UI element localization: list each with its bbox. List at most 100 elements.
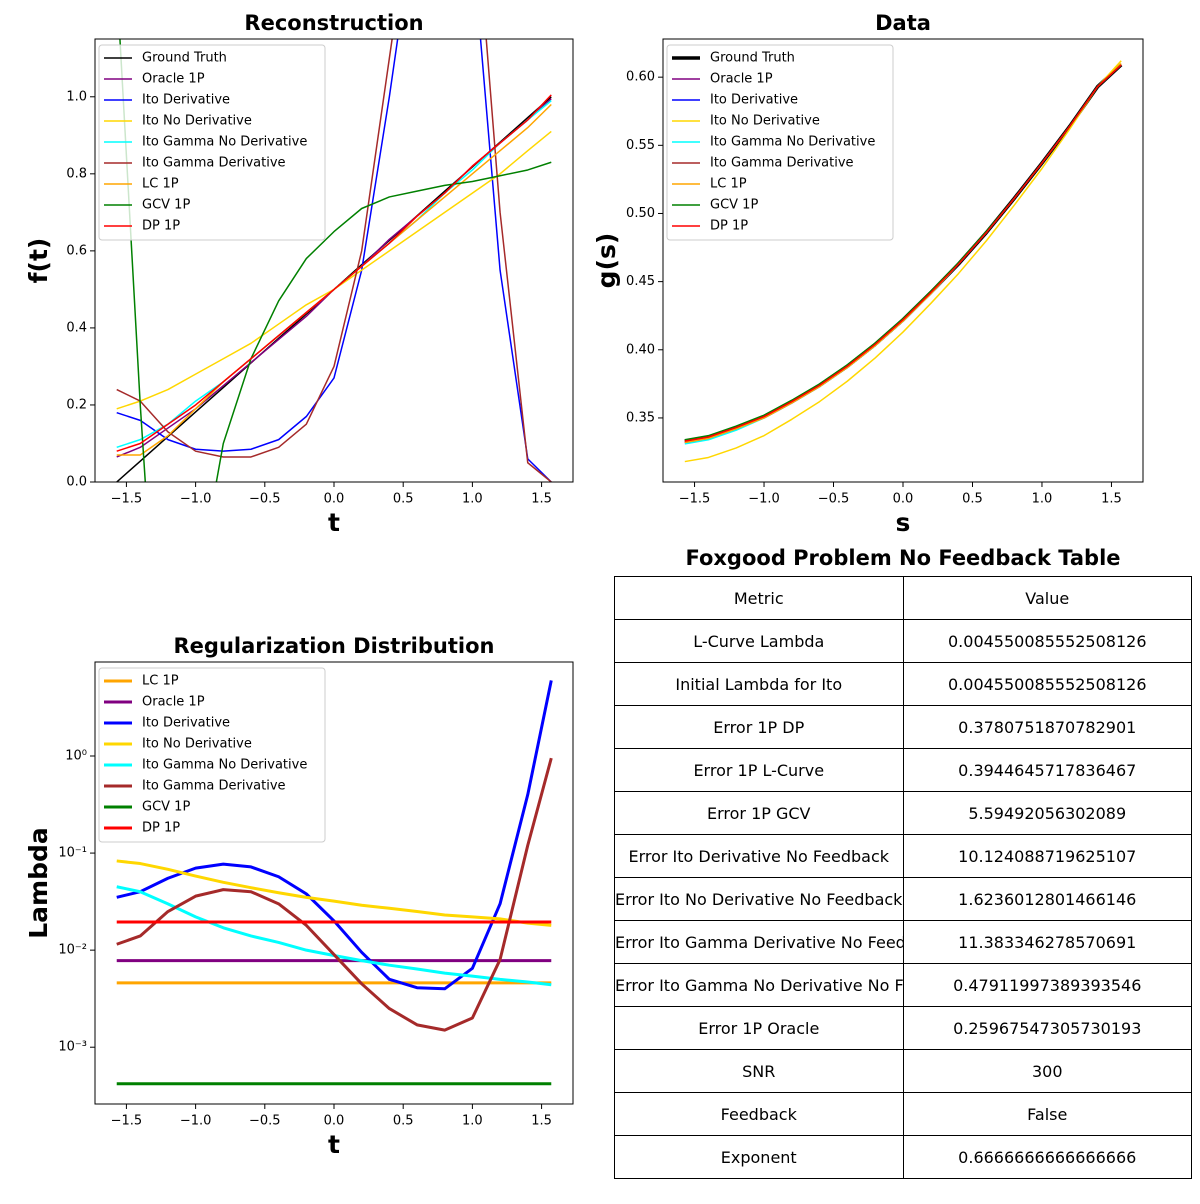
y-tick-label: 0.8 [66,166,87,181]
legend-label: Ito Gamma Derivative [142,779,286,794]
legend-label: Ito Derivative [710,93,798,108]
x-tick-label: 1.5 [1101,492,1122,507]
table-row: Exponent 0.6666666666666666 [614,1135,1192,1179]
series-line [116,39,552,482]
y-tick-label: 0.45 [626,274,655,289]
table-cell: L-Curve Lambda [614,619,904,663]
x-tick-label: 1.5 [531,1114,552,1129]
legend-box [98,44,326,241]
table: Metric Value L-Curve Lambda 0.0045500855525… [614,576,1192,1179]
table-title: Foxgood Problem No Feedback Table [685,546,1121,570]
legend-label: LC 1P [142,674,179,689]
legend-label: GCV 1P [710,198,758,213]
table-cell: Error 1P Oracle [614,1006,904,1050]
plot-area [684,60,1123,463]
table-row: Error 1P GCV 5.59492056302089 [614,791,1192,835]
table-cell: Metric [614,576,904,620]
y-tick-label: 0.0 [66,475,87,490]
table-cell: 0.004550085552508126 [902,662,1192,706]
legend-label: DP 1P [142,219,180,234]
table-cell: 5.59492056302089 [902,791,1192,835]
table-cell: 11.383346278570691 [902,920,1192,964]
y-axis-label: Lambda [24,827,53,939]
x-tick-label: −1.0 [180,492,212,507]
x-tick-label: −1.5 [111,1114,143,1129]
legend-box [98,667,326,843]
table-cell: Feedback [614,1092,904,1136]
axes-frame [662,38,1144,483]
table-cell: Initial Lambda for Ito [614,662,904,706]
x-tick-label: 0.0 [324,492,345,507]
plot-area [116,680,553,1086]
table-row: Error 1P L-Curve 0.3944645717836467 [614,748,1192,792]
series-line [684,64,1122,442]
legend-label: GCV 1P [142,800,190,815]
table-row: Metric Value [614,576,1192,620]
table-cell: 0.3944645717836467 [902,748,1192,792]
series-line [116,39,552,482]
series-line [116,859,552,927]
table-cell: 0.25967547305730193 [902,1006,1192,1050]
y-tick-label: 0.35 [626,410,655,425]
table-cell: 0.004550085552508126 [902,619,1192,663]
legend-label: Oracle 1P [142,72,205,87]
table-cell: Error 1P GCV [614,791,904,835]
table-cell: 0.6666666666666666 [902,1135,1192,1179]
x-tick-label: −1.5 [679,492,711,507]
table-row: Error 1P Oracle 0.25967547305730193 [614,1006,1192,1050]
x-tick-label: 0.5 [962,492,983,507]
y-tick-label: 0.6 [66,243,87,258]
table-cell: 0.47911997389393546 [902,963,1192,1007]
y-tick-label: 0.50 [626,206,655,221]
x-tick-label: −1.5 [111,492,143,507]
legend-label: LC 1P [142,177,179,192]
chart-title: Reconstruction [244,11,423,35]
y-tick-label: 0.60 [626,70,655,85]
x-axis-label: t [328,1130,340,1159]
x-tick-label: −0.5 [249,1114,281,1129]
y-tick-label: 10⁰ [65,749,87,764]
table-row: Error Ito Gamma No Derivative No Feedbac… [614,963,1192,1007]
legend-label: Ito No Derivative [710,114,820,129]
chart-title: Regularization Distribution [174,634,495,658]
x-tick-label: −0.5 [818,492,850,507]
table-row: Error Ito Gamma Derivative No Feedback11… [614,920,1192,964]
legend-label: Oracle 1P [142,695,205,710]
table-cell: False [902,1092,1192,1136]
table-cell: Value [902,576,1192,620]
table-cell: Error Ito Gamma No Derivative No Feedbac… [614,963,904,1007]
legend-label: Ito Gamma No Derivative [142,135,307,150]
x-tick-label: 0.5 [393,1114,414,1129]
x-tick-label: 1.0 [462,1114,483,1129]
x-tick-label: 0.5 [393,492,414,507]
table-row: SNR 300 [614,1049,1192,1093]
legend-label: Ito Gamma No Derivative [142,758,307,773]
series-line [119,39,552,482]
legend-label: DP 1P [142,821,180,836]
table-cell: 300 [902,1049,1192,1093]
table-cell: 10.124088719625107 [902,834,1192,878]
y-tick-label: 0.40 [626,342,655,357]
legend-label: Ito Derivative [142,93,230,108]
x-tick-label: 1.0 [1032,492,1053,507]
legend-label: Ito Derivative [142,716,230,731]
legend-box [666,44,894,241]
series-line [684,60,1122,463]
table-row: Initial Lambda for Ito 0.0045500855525081… [614,662,1192,706]
x-tick-label: 1.0 [462,492,483,507]
legend-label: Oracle 1P [710,72,773,87]
legend-label: LC 1P [710,177,747,192]
y-tick-label: 1.0 [66,89,87,104]
table-cell: 0.3780751870782901 [902,705,1192,749]
x-tick-label: 0.0 [893,492,914,507]
table-cell: Error Ito No Derivative No Feedback [614,877,904,921]
table-row: L-Curve Lambda 0.004550085552508126 [614,619,1192,663]
x-tick-label: −1.0 [180,1114,212,1129]
table-cell: 1.6236012801466146 [902,877,1192,921]
legend-label: Ito No Derivative [142,737,252,752]
legend-label: Ito Gamma Derivative [142,156,286,171]
x-tick-label: 0.0 [324,1114,345,1129]
table-cell: Error Ito Gamma Derivative No Feedback [614,920,904,964]
table-row: Error Ito No Derivative No Feedback 1.623… [614,877,1192,921]
